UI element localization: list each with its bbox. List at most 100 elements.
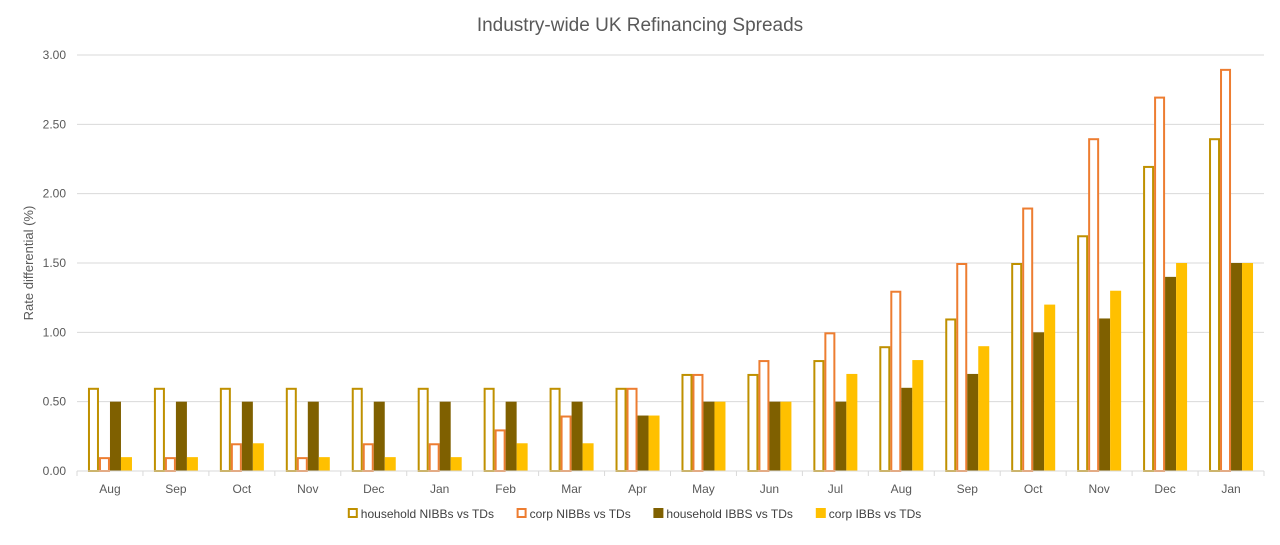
x-tick-label: Feb [495,482,516,496]
x-tick-label: Dec [1154,482,1175,496]
y-axis-ticks: 0.00 0.50 1.00 1.50 2.00 2.50 3.00 [43,48,67,478]
bar [1242,263,1254,471]
bar [153,387,165,472]
bar [351,387,363,472]
bar [164,457,176,472]
bar [384,457,396,471]
bar [1220,68,1232,472]
bar [846,373,858,471]
bar [318,457,330,471]
gridlines [77,54,1264,403]
y-tick-label: 1.00 [43,325,67,339]
y-tick-label: 1.50 [43,256,67,270]
bar [417,387,429,472]
bar [780,401,792,471]
bar [615,387,627,472]
legend-swatch [653,508,664,518]
bar [1143,165,1155,473]
legend-label: household NIBBs vs TDs [361,507,494,521]
y-axis-label: Rate differential (%) [21,206,36,321]
legend-label: corp NIBBs vs TDs [530,507,631,521]
bar [109,401,121,471]
bar [901,387,913,471]
bar [824,332,836,473]
bars [87,68,1254,473]
y-tick-label: 0.00 [43,464,67,478]
bar [978,346,990,471]
chart-title: Industry-wide UK Refinancing Spreads [477,15,803,36]
bar [120,457,132,471]
x-tick-label: Jan [1221,482,1240,496]
x-tick-label: Nov [297,482,318,496]
legend-label: household IBBS vs TDs [666,507,793,521]
x-axis-ticks: Aug Sep Oct Nov Dec Jan Feb Mar Apr May Jun Jul Aug S… [76,471,1265,496]
legend-item: corp IBBs vs TDs [815,507,921,521]
x-tick-label: Sep [957,482,979,496]
bar [582,443,594,471]
bar [1022,207,1034,473]
bar [890,290,902,472]
bar [516,443,528,471]
legend-item: corp NIBBs vs TDs [516,507,631,521]
bar [549,387,561,472]
x-tick-label: Nov [1088,482,1109,496]
bar [769,401,781,471]
legend: household NIBBs vs TDs corp NIBBs vs TDs h… [347,507,921,521]
bar [967,373,979,471]
x-tick-label: Apr [628,482,647,496]
bar [1231,263,1243,471]
x-tick-label: Aug [891,482,912,496]
bar [483,387,495,472]
bar [296,457,308,472]
bar [1033,332,1045,471]
bar [307,401,319,471]
bar [813,360,825,473]
bar [186,457,198,471]
bar [626,387,638,472]
bar [241,401,253,471]
bar [1011,263,1023,472]
bar [681,373,693,472]
y-tick-label: 2.00 [43,187,67,201]
bar [505,401,517,471]
bar [648,415,660,471]
bar [428,443,440,472]
bar [494,429,506,472]
bar [1077,235,1089,472]
y-tick-label: 0.50 [43,395,67,409]
bar [1099,318,1111,471]
legend-swatch [516,508,527,518]
bar [912,360,924,471]
bar [175,401,187,471]
bar [1044,304,1056,471]
x-tick-label: Jan [430,482,449,496]
bar [692,373,704,472]
legend-swatch [347,508,358,518]
legend-item: household NIBBs vs TDs [347,507,494,521]
x-tick-label: Sep [165,482,187,496]
bar [1176,263,1188,471]
bar [835,401,847,471]
bar [560,415,572,472]
bar [703,401,715,471]
bar [1154,96,1166,472]
bar [1165,276,1177,471]
y-tick-label: 2.50 [43,117,67,131]
bar [373,401,385,471]
x-tick-label: May [692,482,715,496]
y-tick-label: 3.00 [43,48,67,62]
bar [758,360,770,473]
legend-swatch [815,508,826,518]
bar [571,401,583,471]
bar [879,346,891,473]
bar [956,263,968,472]
bar [87,387,99,472]
bar [252,443,264,471]
bar [945,318,957,473]
x-tick-label: Oct [1024,482,1043,496]
bar [637,415,649,471]
x-tick-label: Oct [233,482,252,496]
bar [747,373,759,472]
